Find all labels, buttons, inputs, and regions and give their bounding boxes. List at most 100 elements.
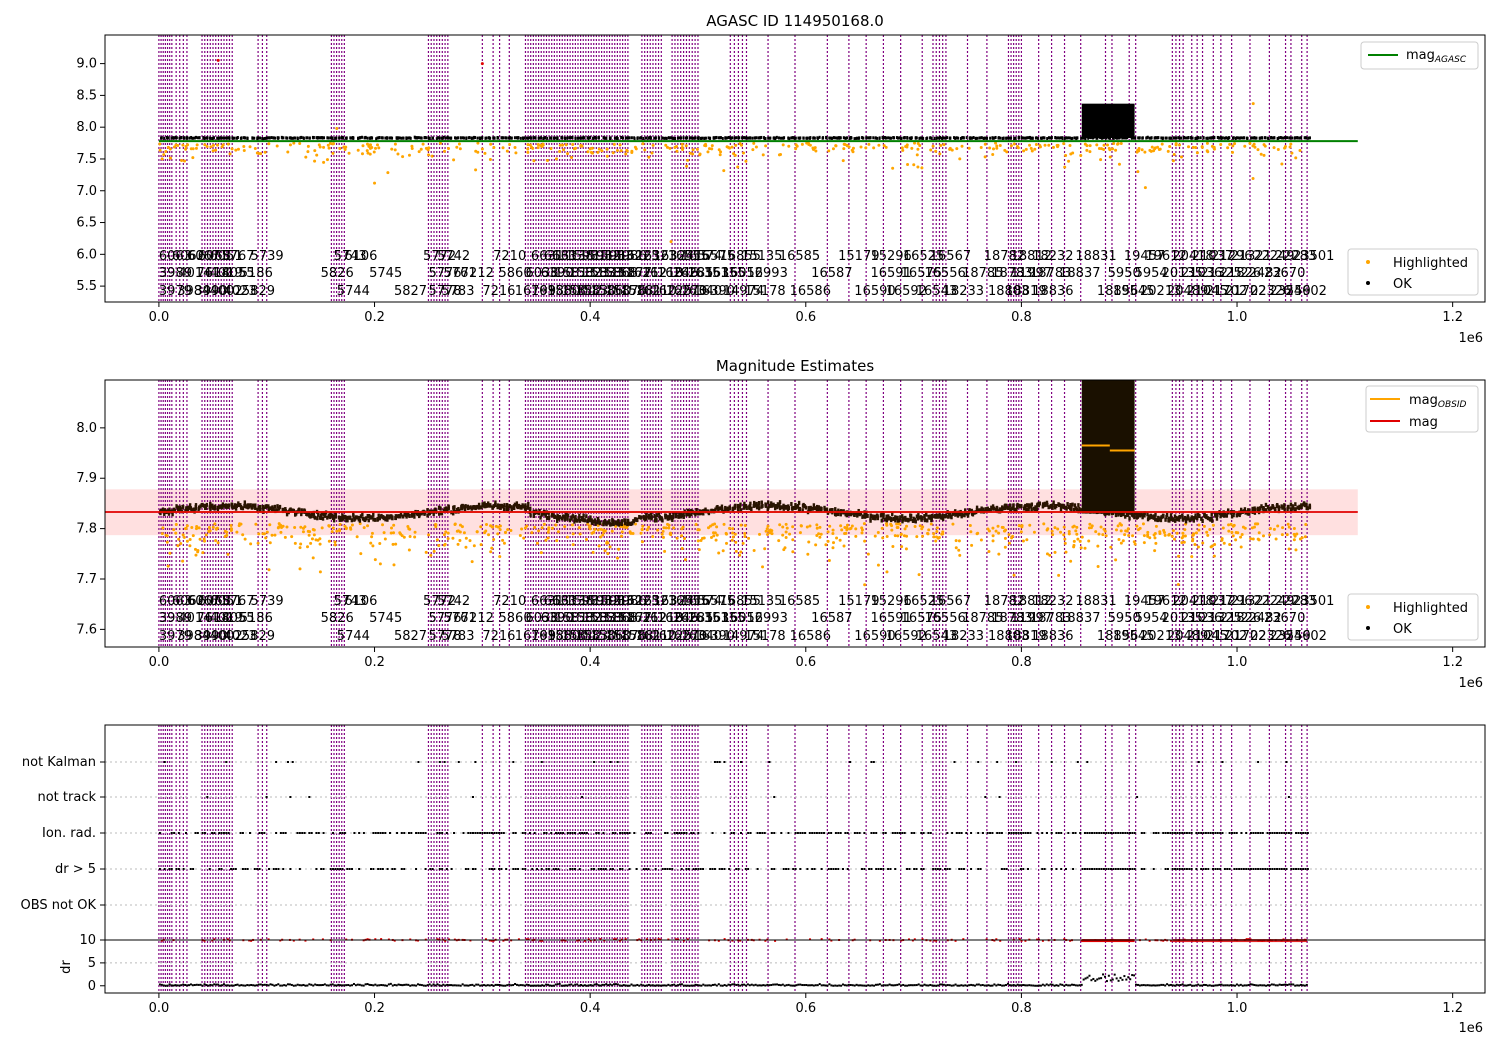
dr-point: [425, 985, 427, 987]
y-tick-label: 8.5: [76, 88, 97, 103]
highlighted-point: [547, 528, 550, 531]
flag-point: [949, 868, 951, 870]
ok-point: [975, 137, 977, 140]
highlighted-point: [1241, 533, 1244, 536]
highlighted-point: [995, 530, 998, 533]
ok-point: [900, 137, 902, 140]
dr-point: [368, 984, 370, 986]
dr-point: [450, 984, 452, 986]
highlighted-point: [239, 523, 242, 526]
ok-point: [1133, 515, 1135, 519]
highlighted-point: [1252, 102, 1255, 105]
ok-point: [887, 514, 889, 518]
highlighted-point: [316, 539, 319, 542]
obsid-label: 16586: [790, 284, 831, 299]
highlighted-point: [474, 168, 477, 171]
flag-point: [1110, 868, 1112, 870]
flag-point: [569, 868, 571, 870]
flag-point: [387, 868, 389, 870]
dr-point: [270, 983, 272, 985]
ok-point: [331, 136, 333, 139]
highlighted-point: [711, 144, 714, 147]
dr-point: [198, 984, 200, 986]
flag-point: [351, 868, 353, 870]
highlighted-point: [643, 148, 646, 151]
highlighted-point: [371, 544, 374, 547]
highlighted-point: [563, 525, 566, 528]
ok-point: [574, 518, 576, 522]
dr-point: [254, 985, 256, 987]
highlighted-point: [835, 537, 838, 540]
flag-point: [1091, 868, 1093, 870]
highlighted-point: [1287, 523, 1290, 526]
flag-point: [503, 832, 505, 834]
ok-point: [718, 506, 720, 510]
ok-point: [750, 507, 752, 511]
x-tick-label: 0.2: [364, 310, 385, 325]
flag-point: [953, 761, 955, 763]
flag-point: [593, 868, 595, 870]
flag-point: [1238, 868, 1240, 870]
ok-point: [904, 136, 906, 139]
flag-point: [759, 832, 761, 834]
ok-point: [1284, 136, 1286, 139]
flag-point: [1195, 832, 1197, 834]
ok-point: [803, 504, 805, 508]
highlighted-point: [1117, 538, 1120, 541]
ok-point: [289, 136, 291, 139]
y-tick-label: 7.9: [76, 471, 97, 486]
highlighted-point: [443, 533, 446, 536]
highlighted-point: [1085, 144, 1088, 147]
highlighted-point: [958, 539, 961, 542]
highlighted-point: [779, 153, 782, 156]
highlighted-point: [1143, 151, 1146, 154]
flag-point: [873, 761, 875, 763]
flag-point: [228, 832, 230, 834]
flag-point: [394, 868, 396, 870]
flag-point: [1290, 832, 1292, 834]
highlighted-point: [174, 532, 177, 535]
obsid-label: 5827: [394, 284, 427, 299]
highlighted-point: [905, 547, 908, 550]
highlighted-point: [1273, 146, 1276, 149]
flag-point: [512, 832, 514, 834]
highlighted-point: [696, 148, 699, 151]
ok-point: [176, 136, 178, 139]
highlighted-point: [1022, 149, 1025, 152]
highlighted-point: [298, 142, 301, 145]
highlighted-point: [647, 526, 650, 529]
flag-point: [1288, 832, 1290, 834]
highlighted-point: [885, 570, 888, 573]
highlighted-point: [1127, 534, 1130, 537]
highlighted-point: [600, 149, 603, 152]
highlighted-point: [481, 147, 484, 150]
highlighted-point: [641, 540, 644, 543]
highlighted-point: [1031, 150, 1034, 153]
flag-point: [323, 868, 325, 870]
ok-point: [982, 507, 984, 511]
ok-point: [1070, 506, 1072, 510]
highlighted-point: [1143, 541, 1146, 544]
highlighted-point: [1005, 150, 1008, 153]
ok-point: [664, 513, 666, 517]
flag-point: [268, 868, 270, 870]
ok-point: [1077, 503, 1079, 507]
ok-point: [767, 500, 769, 504]
ok-point: [216, 137, 218, 140]
dr-point: [231, 984, 233, 986]
flag-point: [1122, 868, 1124, 870]
highlighted-point: [199, 538, 202, 541]
ok-point: [594, 518, 596, 522]
highlighted-point: [1294, 156, 1297, 159]
flag-point: [1174, 832, 1176, 834]
flag-point: [439, 832, 441, 834]
highlighted-point: [832, 541, 835, 544]
highlighted-point: [1112, 142, 1115, 145]
ok-point: [1175, 136, 1177, 139]
ok-point: [251, 137, 253, 140]
highlighted-point: [234, 149, 237, 152]
ok-point: [163, 137, 165, 140]
flag-point: [1112, 868, 1114, 870]
ok-point: [469, 505, 471, 509]
flag-point: [1231, 832, 1233, 834]
